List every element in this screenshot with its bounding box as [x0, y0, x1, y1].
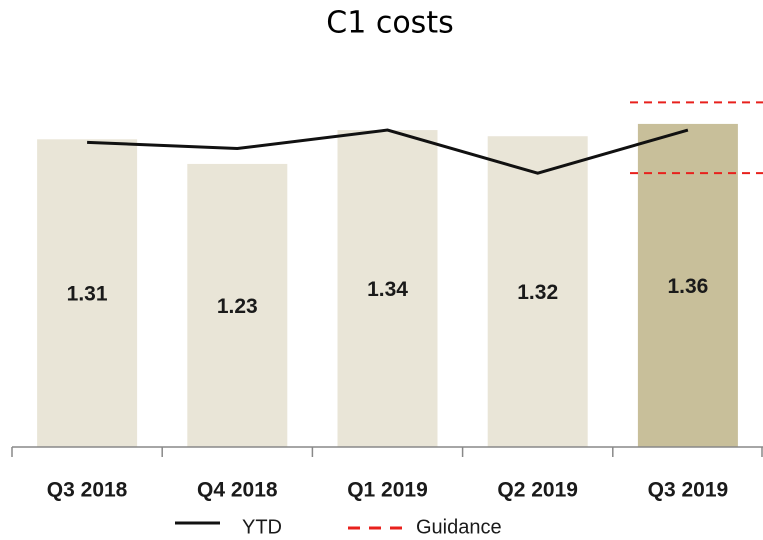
- bar: [187, 163, 288, 447]
- data-label: 1.36: [667, 275, 708, 298]
- x-tick-label: Q4 2018: [197, 479, 278, 502]
- data-label: 1.23: [217, 295, 258, 318]
- bar: [637, 123, 738, 447]
- data-label: 1.31: [67, 283, 108, 306]
- x-tick-label: Q3 2019: [648, 479, 729, 502]
- x-tick-label: Q2 2019: [497, 479, 578, 502]
- legend-label: Guidance: [416, 516, 502, 538]
- x-tick-label: Q1 2019: [347, 479, 428, 502]
- ytd-line: [87, 128, 689, 175]
- bar: [37, 139, 138, 448]
- chart-title: C1 costs: [326, 6, 453, 41]
- legend-label: YTD: [242, 516, 282, 538]
- bar: [337, 130, 438, 447]
- bar: [487, 136, 588, 447]
- data-label: 1.32: [517, 281, 558, 304]
- data-label: 1.34: [367, 278, 408, 301]
- x-tick-label: Q3 2018: [47, 479, 128, 502]
